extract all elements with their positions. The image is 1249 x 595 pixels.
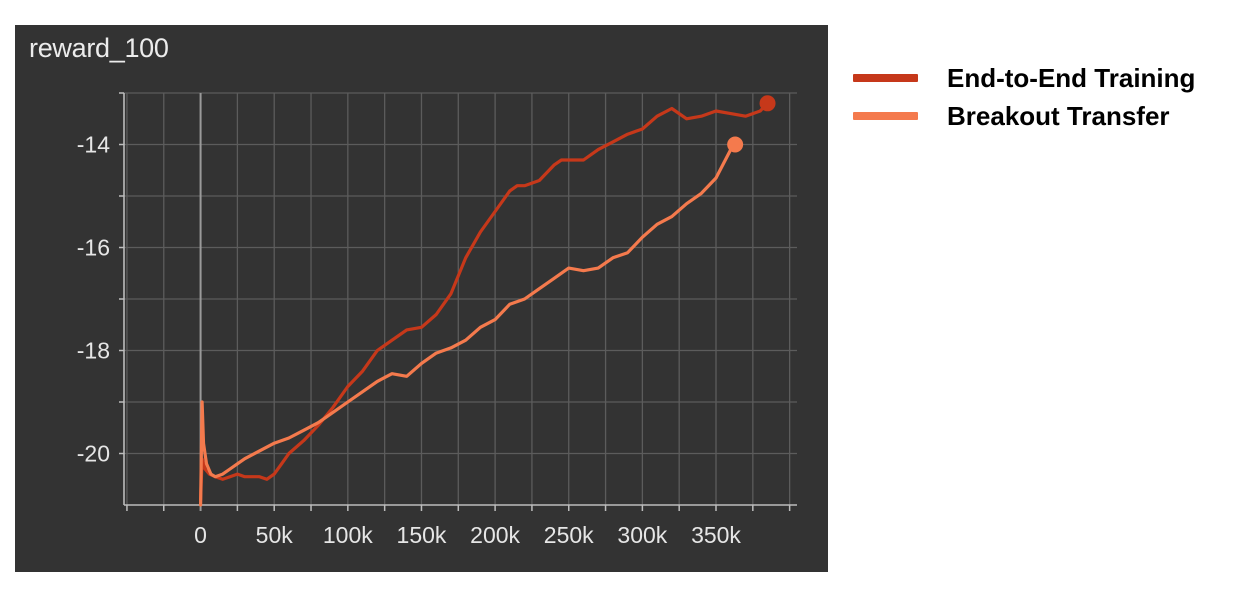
series-line-0 bbox=[199, 101, 770, 502]
legend-swatch bbox=[853, 112, 918, 120]
x-tick-label: 250k bbox=[544, 522, 594, 548]
chart-plot: -20 -18 -16 -14 0 50k 100k 150k 200k 250k 300k 350k bbox=[77, 92, 797, 548]
series-line-1 bbox=[199, 142, 737, 507]
y-tick-label: -14 bbox=[77, 132, 110, 158]
series-end-marker-1 bbox=[727, 136, 744, 153]
x-tick-label: 350k bbox=[691, 522, 741, 548]
x-tick-label: 0 bbox=[194, 522, 207, 548]
legend-label: End-to-End Training bbox=[947, 63, 1196, 93]
x-tick-label: 100k bbox=[323, 522, 373, 548]
legend-label: Breakout Transfer bbox=[947, 101, 1170, 131]
legend-swatch bbox=[853, 74, 918, 82]
y-tick-label: -16 bbox=[77, 235, 110, 261]
x-tick-label: 200k bbox=[470, 522, 520, 548]
chart-panel: -20 -18 -16 -14 0 50k 100k 150k 200k 250k 300k 350k… bbox=[15, 25, 828, 572]
x-tick-label: 300k bbox=[617, 522, 667, 548]
y-tick-label: -20 bbox=[77, 441, 110, 467]
x-tick-label: 50k bbox=[256, 522, 294, 548]
chart-title: reward_100 bbox=[29, 33, 169, 63]
x-tick-label: 150k bbox=[397, 522, 447, 548]
series-end-marker-0 bbox=[759, 95, 776, 112]
y-tick-label: -18 bbox=[77, 338, 110, 364]
